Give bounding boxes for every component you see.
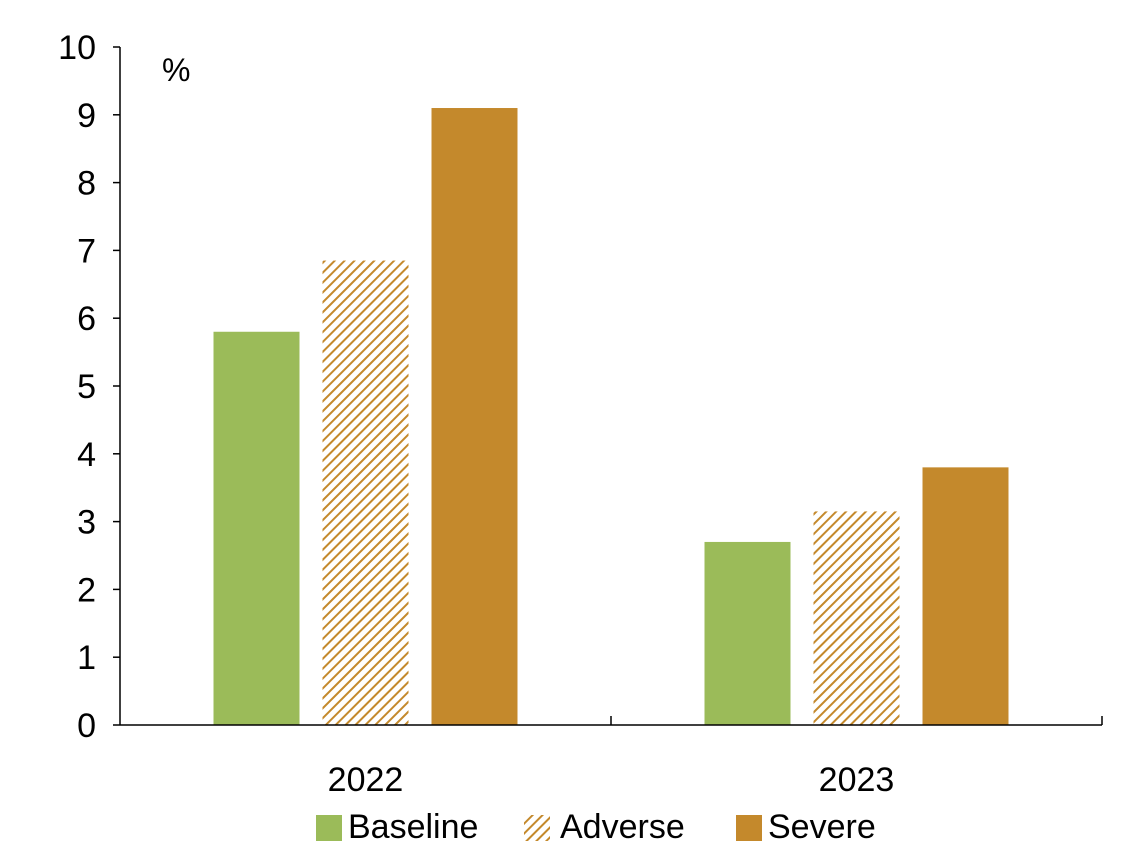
y-unit-label: % [162, 52, 190, 88]
y-tick-label: 9 [77, 97, 96, 135]
y-tick-label: 7 [77, 232, 96, 270]
bar-adverse-2023 [813, 511, 900, 725]
legend-label-adverse: Adverse [560, 808, 685, 846]
x-category-label: 2022 [328, 761, 404, 799]
legend: Baseline Adverse Severe [316, 808, 876, 846]
y-tick-label: 10 [58, 29, 96, 67]
legend-swatch-baseline [316, 815, 342, 841]
bar-severe-2022 [431, 108, 518, 725]
y-tick-label: 4 [77, 436, 96, 474]
legend-swatch-severe [736, 815, 762, 841]
bar-baseline-2022 [213, 331, 300, 725]
y-tick-label: 8 [77, 165, 96, 203]
bar-severe-2023 [922, 467, 1009, 725]
y-tick-label: 3 [77, 504, 96, 542]
legend-label-baseline: Baseline [348, 808, 478, 846]
axes-layer [113, 46, 1103, 726]
bars-layer [213, 108, 1009, 725]
bar-adverse-2022 [322, 260, 409, 725]
bar-baseline-2023 [704, 541, 791, 725]
labels-layer: 0 1 2 3 4 5 6 7 8 9 10 2022 2023% [58, 29, 894, 799]
y-tick-label: 5 [77, 368, 96, 406]
y-tick-label: 1 [77, 639, 96, 677]
x-category-label: 2023 [819, 761, 895, 799]
y-tick-label: 0 [77, 707, 96, 745]
legend-swatch-adverse [524, 815, 550, 841]
y-tick-label: 2 [77, 571, 96, 609]
y-tick-label: 6 [77, 300, 96, 338]
legend-label-severe: Severe [768, 808, 876, 846]
